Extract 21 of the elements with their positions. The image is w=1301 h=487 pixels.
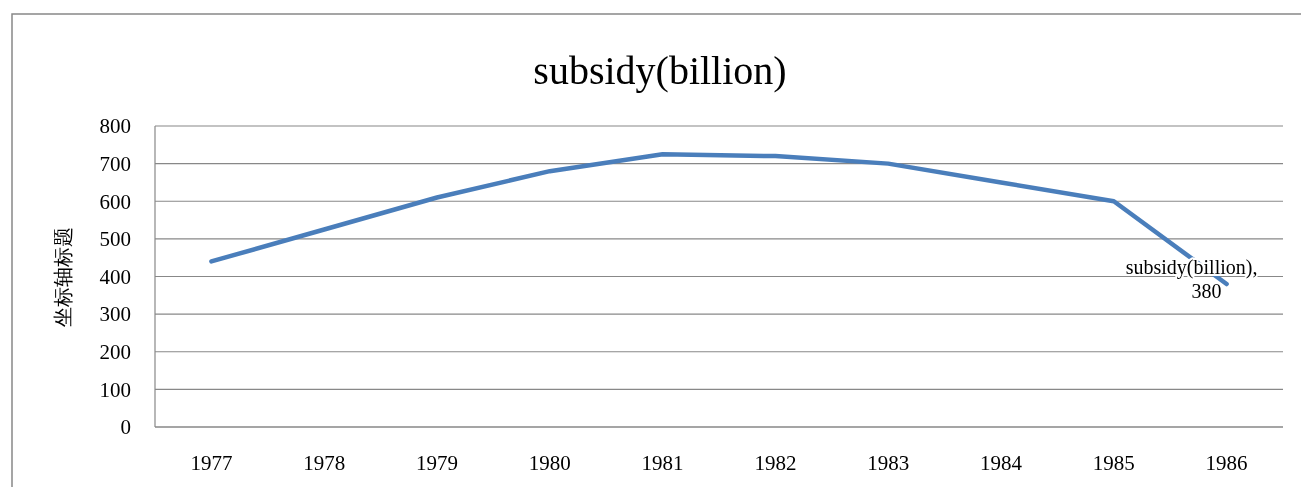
x-tick-label: 1983: [867, 451, 910, 475]
y-tick-label: 300: [99, 302, 131, 327]
y-tick-label: 600: [99, 189, 131, 214]
x-tick-label: 1981: [641, 451, 684, 475]
x-tick-label: 1977: [190, 451, 233, 475]
y-tick-label: 700: [99, 151, 131, 176]
y-tick-label: 800: [99, 114, 131, 139]
x-tick-label: 1980: [528, 451, 571, 475]
y-axis-title: 坐标轴标题: [51, 226, 75, 327]
y-tick-label: 500: [99, 227, 131, 252]
y-tick-label: 400: [99, 264, 131, 289]
y-tick-label: 100: [99, 377, 131, 402]
x-tick-label: 1978: [303, 451, 346, 475]
x-tick-label: 1986: [1205, 451, 1248, 475]
x-tick-label: 1979: [416, 451, 458, 475]
x-tick-label: 1985: [1092, 451, 1135, 475]
y-tick-label: 0: [120, 415, 131, 440]
x-tick-label: 1982: [754, 451, 797, 475]
y-tick-label: 200: [99, 340, 131, 365]
x-tick-label: 1984: [980, 451, 1023, 475]
chart-title: subsidy(billion): [533, 48, 787, 93]
